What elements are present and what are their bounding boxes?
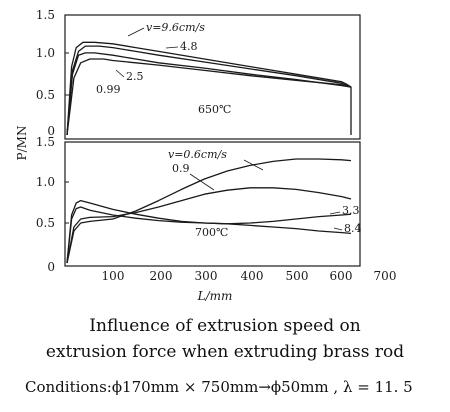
caption-line-2: extrusion force when extruding brass rod bbox=[46, 342, 404, 362]
bottom-series-line-0 bbox=[66, 158, 352, 264]
caption-line-1: Influence of extrusion speed on bbox=[89, 316, 360, 336]
bottom-label-8.4: 8.4 bbox=[344, 222, 362, 235]
bottom-label-0.9: 0.9 bbox=[172, 162, 190, 175]
y-tick-bottom-0.5: 0.5 bbox=[36, 216, 55, 230]
bottom-label-v0.6: v=0.6cm/s bbox=[168, 148, 227, 161]
top-series-line-3 bbox=[66, 58, 352, 136]
x-axis-label: L/mm bbox=[197, 289, 233, 303]
top-label-0.99: 0.99 bbox=[96, 83, 121, 96]
y-axis-label: P/MN bbox=[15, 126, 29, 161]
top-series-line-2 bbox=[66, 52, 352, 136]
x-tick-300: 300 bbox=[195, 269, 218, 283]
bottom-label-temp-700: 700℃ bbox=[195, 226, 228, 239]
bottom-series-line-2 bbox=[66, 199, 352, 264]
top-panel-frame bbox=[64, 14, 361, 140]
top-series-group bbox=[66, 41, 352, 136]
y-tick-bottom-0: 0 bbox=[47, 260, 55, 274]
top-label-4.8: 4.8 bbox=[180, 40, 198, 53]
bottom-panel-frame bbox=[64, 141, 361, 267]
bottom-leader-lines bbox=[189, 159, 343, 231]
x-tick-200: 200 bbox=[150, 269, 173, 283]
conditions-text: Conditions:ϕ170mm × 750mm→ϕ50mm , λ = 11… bbox=[25, 378, 413, 396]
top-label-temp-650: 650℃ bbox=[198, 103, 231, 116]
y-tick-top-1.5: 1.5 bbox=[36, 8, 55, 22]
x-tick-700: 700 bbox=[374, 269, 397, 283]
bottom-series-line-1 bbox=[66, 187, 352, 264]
y-tick-top-1.0: 1.0 bbox=[36, 46, 55, 60]
y-tick-bottom-1.5: 1.5 bbox=[36, 135, 55, 149]
y-tick-top-0: 0 bbox=[47, 124, 55, 138]
top-label-v9.6: v=9.6cm/s bbox=[146, 21, 205, 34]
x-tick-100: 100 bbox=[102, 269, 125, 283]
top-series-line-1 bbox=[66, 45, 352, 136]
y-tick-top-0.5: 0.5 bbox=[36, 88, 55, 102]
bottom-label-3.3: 3.3 bbox=[342, 204, 360, 217]
y-tick-bottom-1.0: 1.0 bbox=[36, 175, 55, 189]
top-series-line-0 bbox=[66, 41, 352, 136]
y-tick-marks bbox=[65, 52, 69, 224]
x-tick-400: 400 bbox=[241, 269, 264, 283]
bottom-series-line-3 bbox=[66, 206, 352, 264]
top-leader-lines bbox=[115, 27, 179, 78]
x-tick-600: 600 bbox=[330, 269, 353, 283]
top-label-2.5: 2.5 bbox=[126, 70, 144, 83]
bottom-series-group bbox=[66, 158, 352, 264]
x-tick-500: 500 bbox=[286, 269, 309, 283]
